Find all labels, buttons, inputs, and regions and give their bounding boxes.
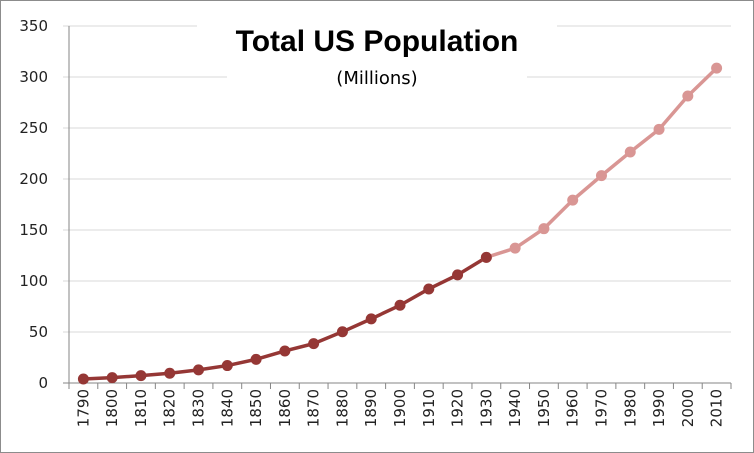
x-tick-label: 1810: [132, 389, 150, 427]
x-tick-label: 1910: [420, 389, 438, 427]
y-tick-label: 150: [19, 221, 48, 239]
data-point: [250, 353, 262, 365]
data-point: [509, 242, 521, 254]
data-point: [394, 299, 406, 311]
data-point: [279, 345, 291, 357]
data-point: [336, 326, 348, 338]
x-tick-label: 1980: [621, 389, 639, 427]
y-tick-label: 350: [19, 17, 48, 35]
data-point: [711, 62, 723, 74]
x-tick-label: 1950: [535, 389, 553, 427]
x-tick-label: 1900: [391, 389, 409, 427]
data-point: [624, 146, 636, 158]
data-point: [480, 251, 492, 263]
y-tick-label: 250: [19, 119, 48, 137]
x-tick-label: 1960: [564, 389, 582, 427]
y-tick-label: 300: [19, 68, 48, 86]
y-tick-label: 50: [29, 323, 48, 341]
data-point: [365, 313, 377, 325]
y-tick-label: 0: [38, 374, 48, 392]
x-tick-label: 1880: [333, 389, 351, 427]
x-tick-label: 1850: [247, 389, 265, 427]
chart-subtitle: (Millions): [227, 65, 527, 93]
data-point: [653, 123, 665, 135]
data-point: [423, 283, 435, 295]
x-tick-label: 1990: [650, 389, 668, 427]
y-tick-label: 200: [19, 170, 48, 188]
chart-title: Total US Population: [197, 21, 557, 63]
data-point: [452, 269, 464, 281]
x-tick-label: 1820: [161, 389, 179, 427]
x-tick-label: 1940: [506, 389, 524, 427]
data-point: [164, 367, 176, 379]
data-point: [595, 170, 607, 182]
data-point: [77, 373, 89, 385]
data-point: [308, 338, 320, 350]
data-point: [567, 194, 579, 206]
x-tick-label: 1870: [305, 389, 323, 427]
x-tick-label: 1790: [74, 389, 92, 427]
x-tick-label: 1830: [190, 389, 208, 427]
x-tick-label: 1920: [449, 389, 467, 427]
x-tick-label: 1860: [276, 389, 294, 427]
data-point: [106, 372, 118, 384]
data-point: [538, 223, 550, 235]
x-tick-label: 1840: [218, 389, 236, 427]
data-point: [682, 90, 694, 102]
data-point: [135, 370, 147, 382]
x-tick-label: 1890: [362, 389, 380, 427]
x-tick-label: 2000: [679, 389, 697, 427]
x-tick-label: 1970: [592, 389, 610, 427]
y-tick-label: 100: [19, 272, 48, 290]
data-point: [221, 360, 233, 372]
x-tick-label: 1800: [103, 389, 121, 427]
series-line-1: [83, 255, 488, 381]
series-line-2: [485, 66, 718, 260]
data-point: [193, 364, 205, 376]
x-tick-label: 1930: [477, 389, 495, 427]
x-tick-label: 2010: [708, 389, 726, 427]
